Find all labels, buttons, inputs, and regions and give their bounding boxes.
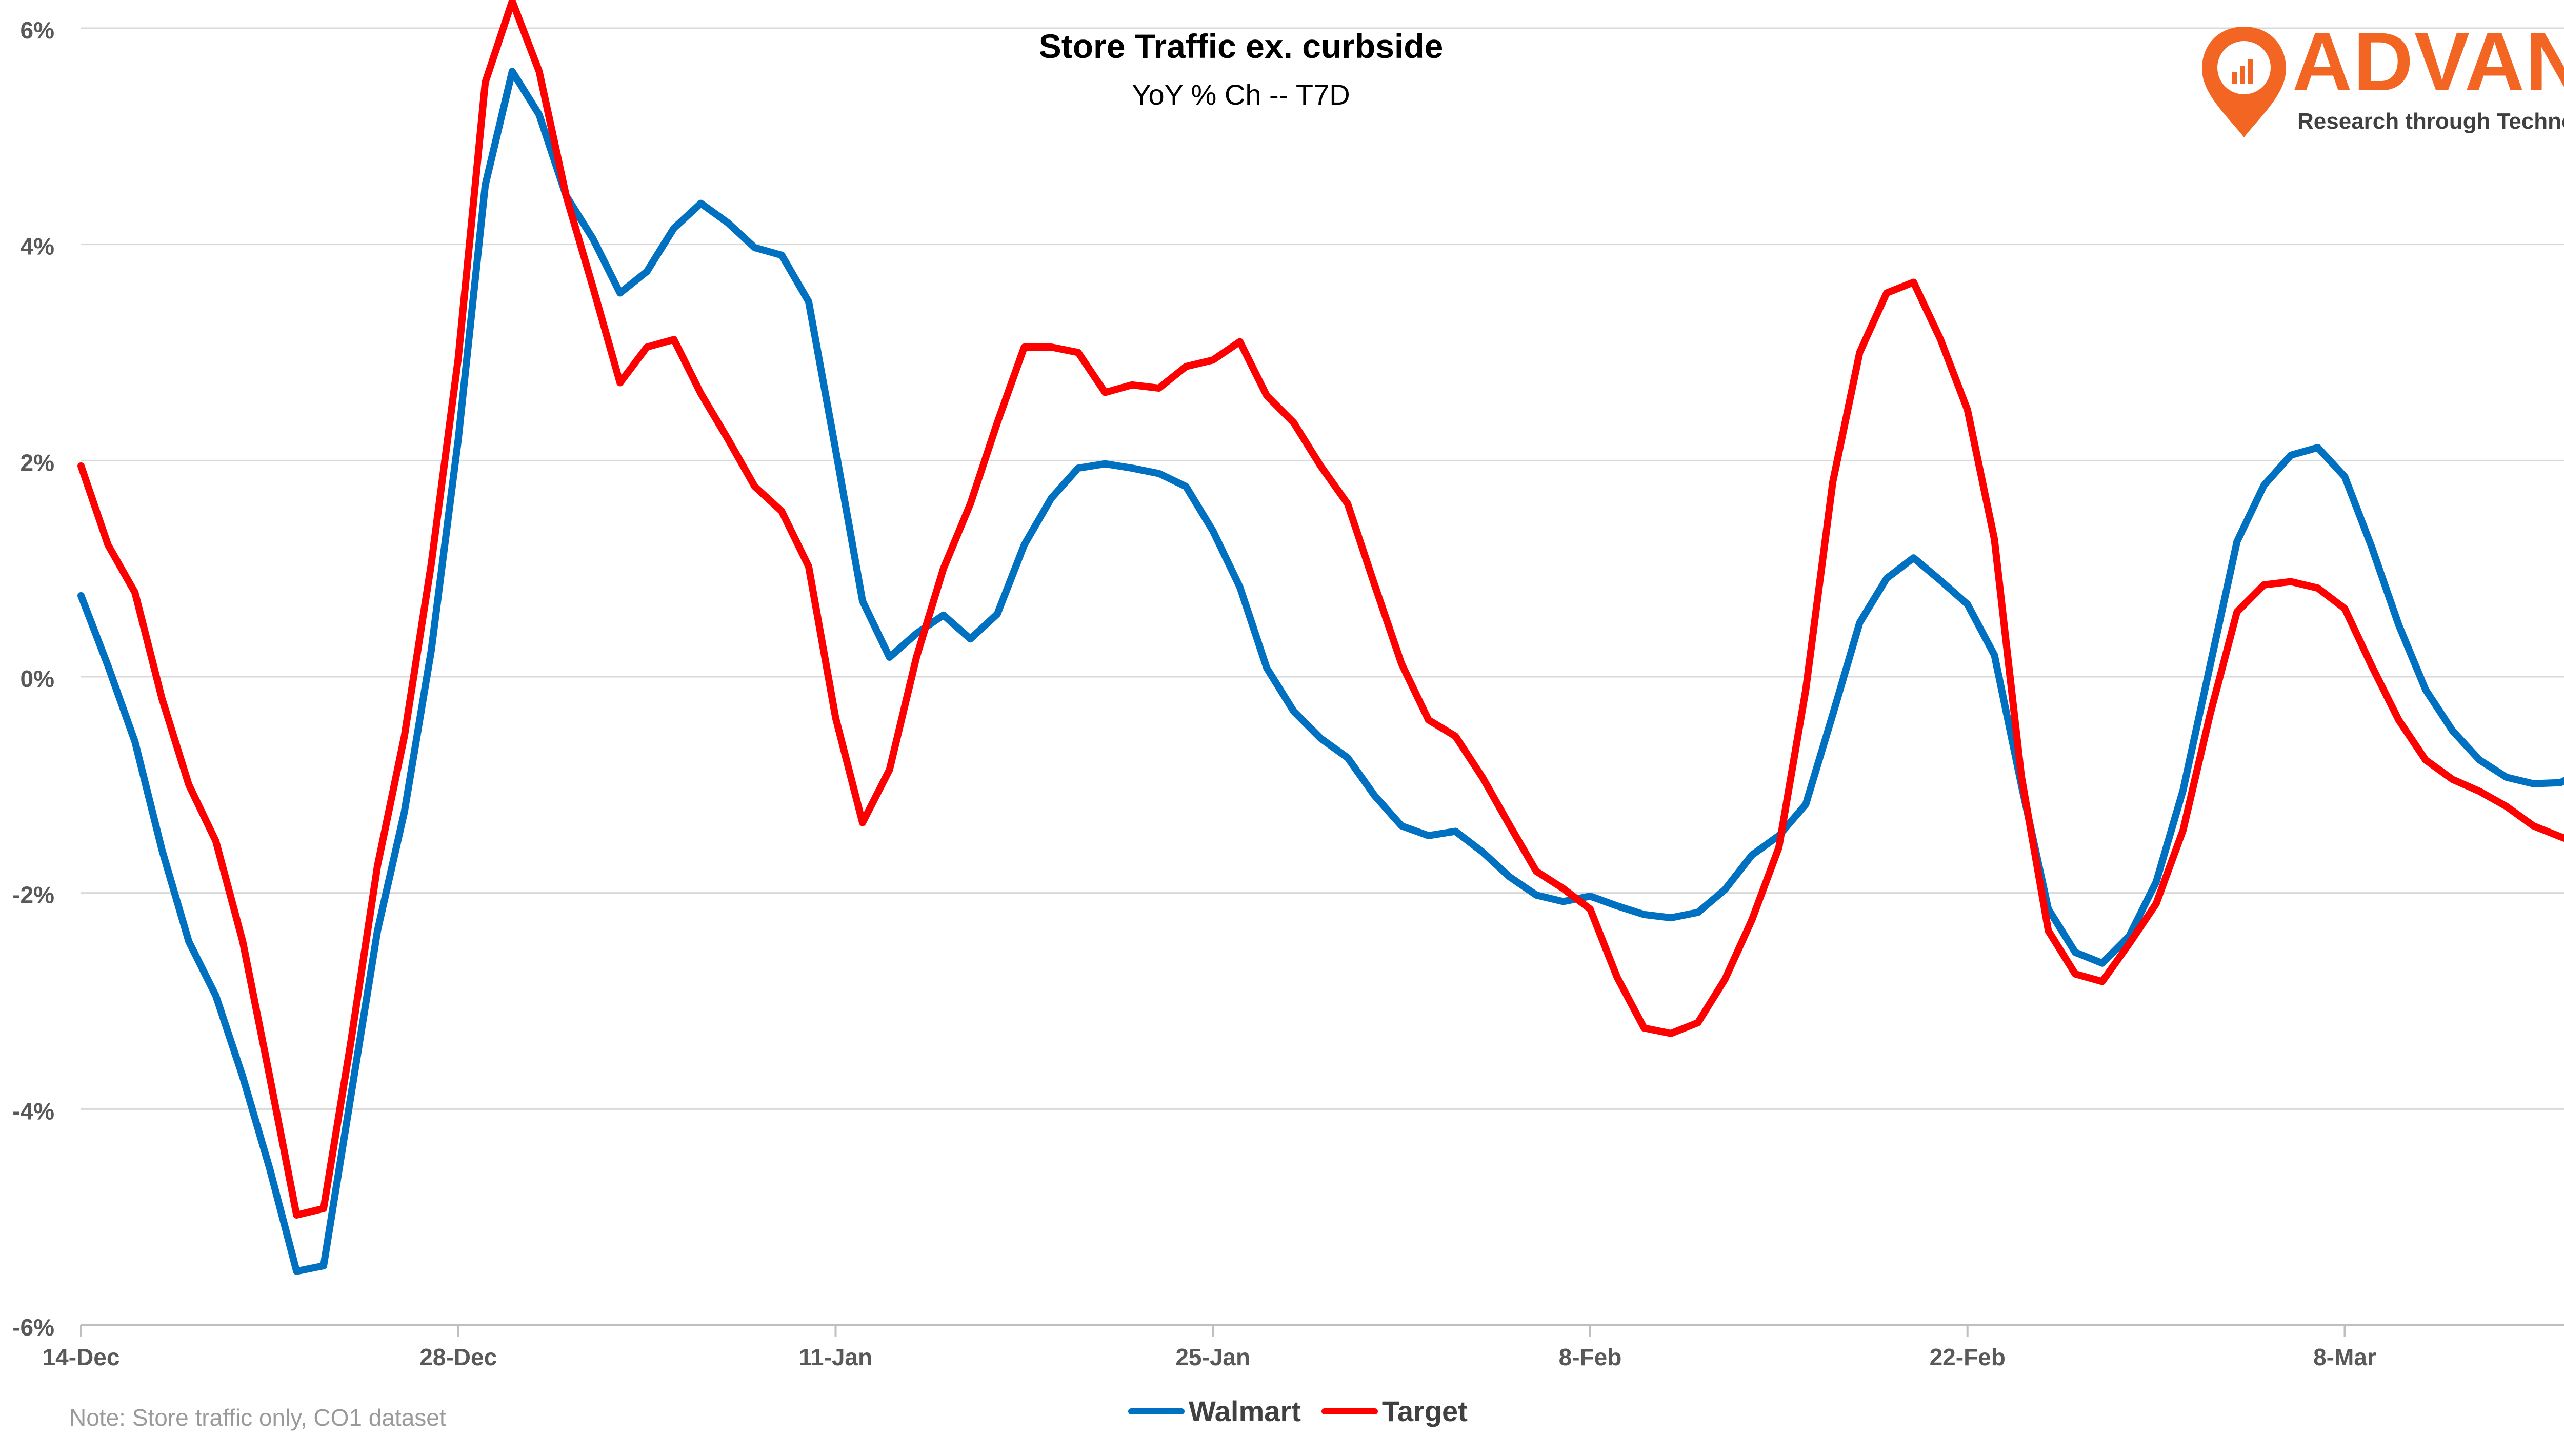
y-tick-label: -6% <box>12 1314 54 1341</box>
chart-legend: Walmart Target <box>1128 1394 1468 1428</box>
legend-swatch-target <box>1321 1408 1378 1414</box>
chart-title: Store Traffic ex. curbside <box>1038 27 1444 65</box>
footnote: Note: Store traffic only, CO1 dataset <box>69 1404 446 1431</box>
x-tick-label: 14-Dec <box>43 1344 120 1370</box>
chart-subtitle: YoY % Ch -- T7D <box>1132 78 1350 111</box>
legend-item-target: Target <box>1321 1394 1468 1428</box>
legend-label-target: Target <box>1381 1395 1468 1427</box>
gridlines <box>81 27 2564 1326</box>
logo-tagline: Research through Technology <box>2297 109 2564 134</box>
legend-label-walmart: Walmart <box>1189 1395 1301 1427</box>
legend-item-walmart: Walmart <box>1128 1394 1301 1428</box>
y-tick-label: 2% <box>21 449 54 476</box>
x-tick-label: 8-Feb <box>1559 1344 1622 1370</box>
x-tick-label: 11-Jan <box>799 1344 872 1370</box>
y-tick-label: -4% <box>12 1098 54 1124</box>
location-pin-icon <box>2202 27 2286 137</box>
logo-wordmark: ADVAN <box>2292 15 2564 108</box>
advan-logo: ADVAN Research through Technology <box>2195 15 2564 144</box>
series-lines <box>77 0 2564 1275</box>
legend-swatch-walmart <box>1128 1408 1185 1414</box>
y-tick-label: -2% <box>12 882 54 908</box>
x-tick-label: 8-Mar <box>2313 1344 2376 1370</box>
x-tick-label: 28-Dec <box>419 1344 497 1370</box>
y-tick-label: 4% <box>21 233 54 260</box>
y-tick-label: 0% <box>21 665 54 692</box>
axes: -6% -4% -2% 0% 2% 4% 6% 14-Dec 28-Dec 11-Jan 25-Ja… <box>12 17 2376 1370</box>
x-tick-label: 25-Jan <box>1175 1344 1250 1370</box>
series-line-target <box>77 0 2564 1219</box>
series-line-walmart <box>77 68 2564 1275</box>
y-tick-label: 6% <box>21 17 54 44</box>
x-tick-label: 22-Feb <box>1930 1344 2006 1370</box>
